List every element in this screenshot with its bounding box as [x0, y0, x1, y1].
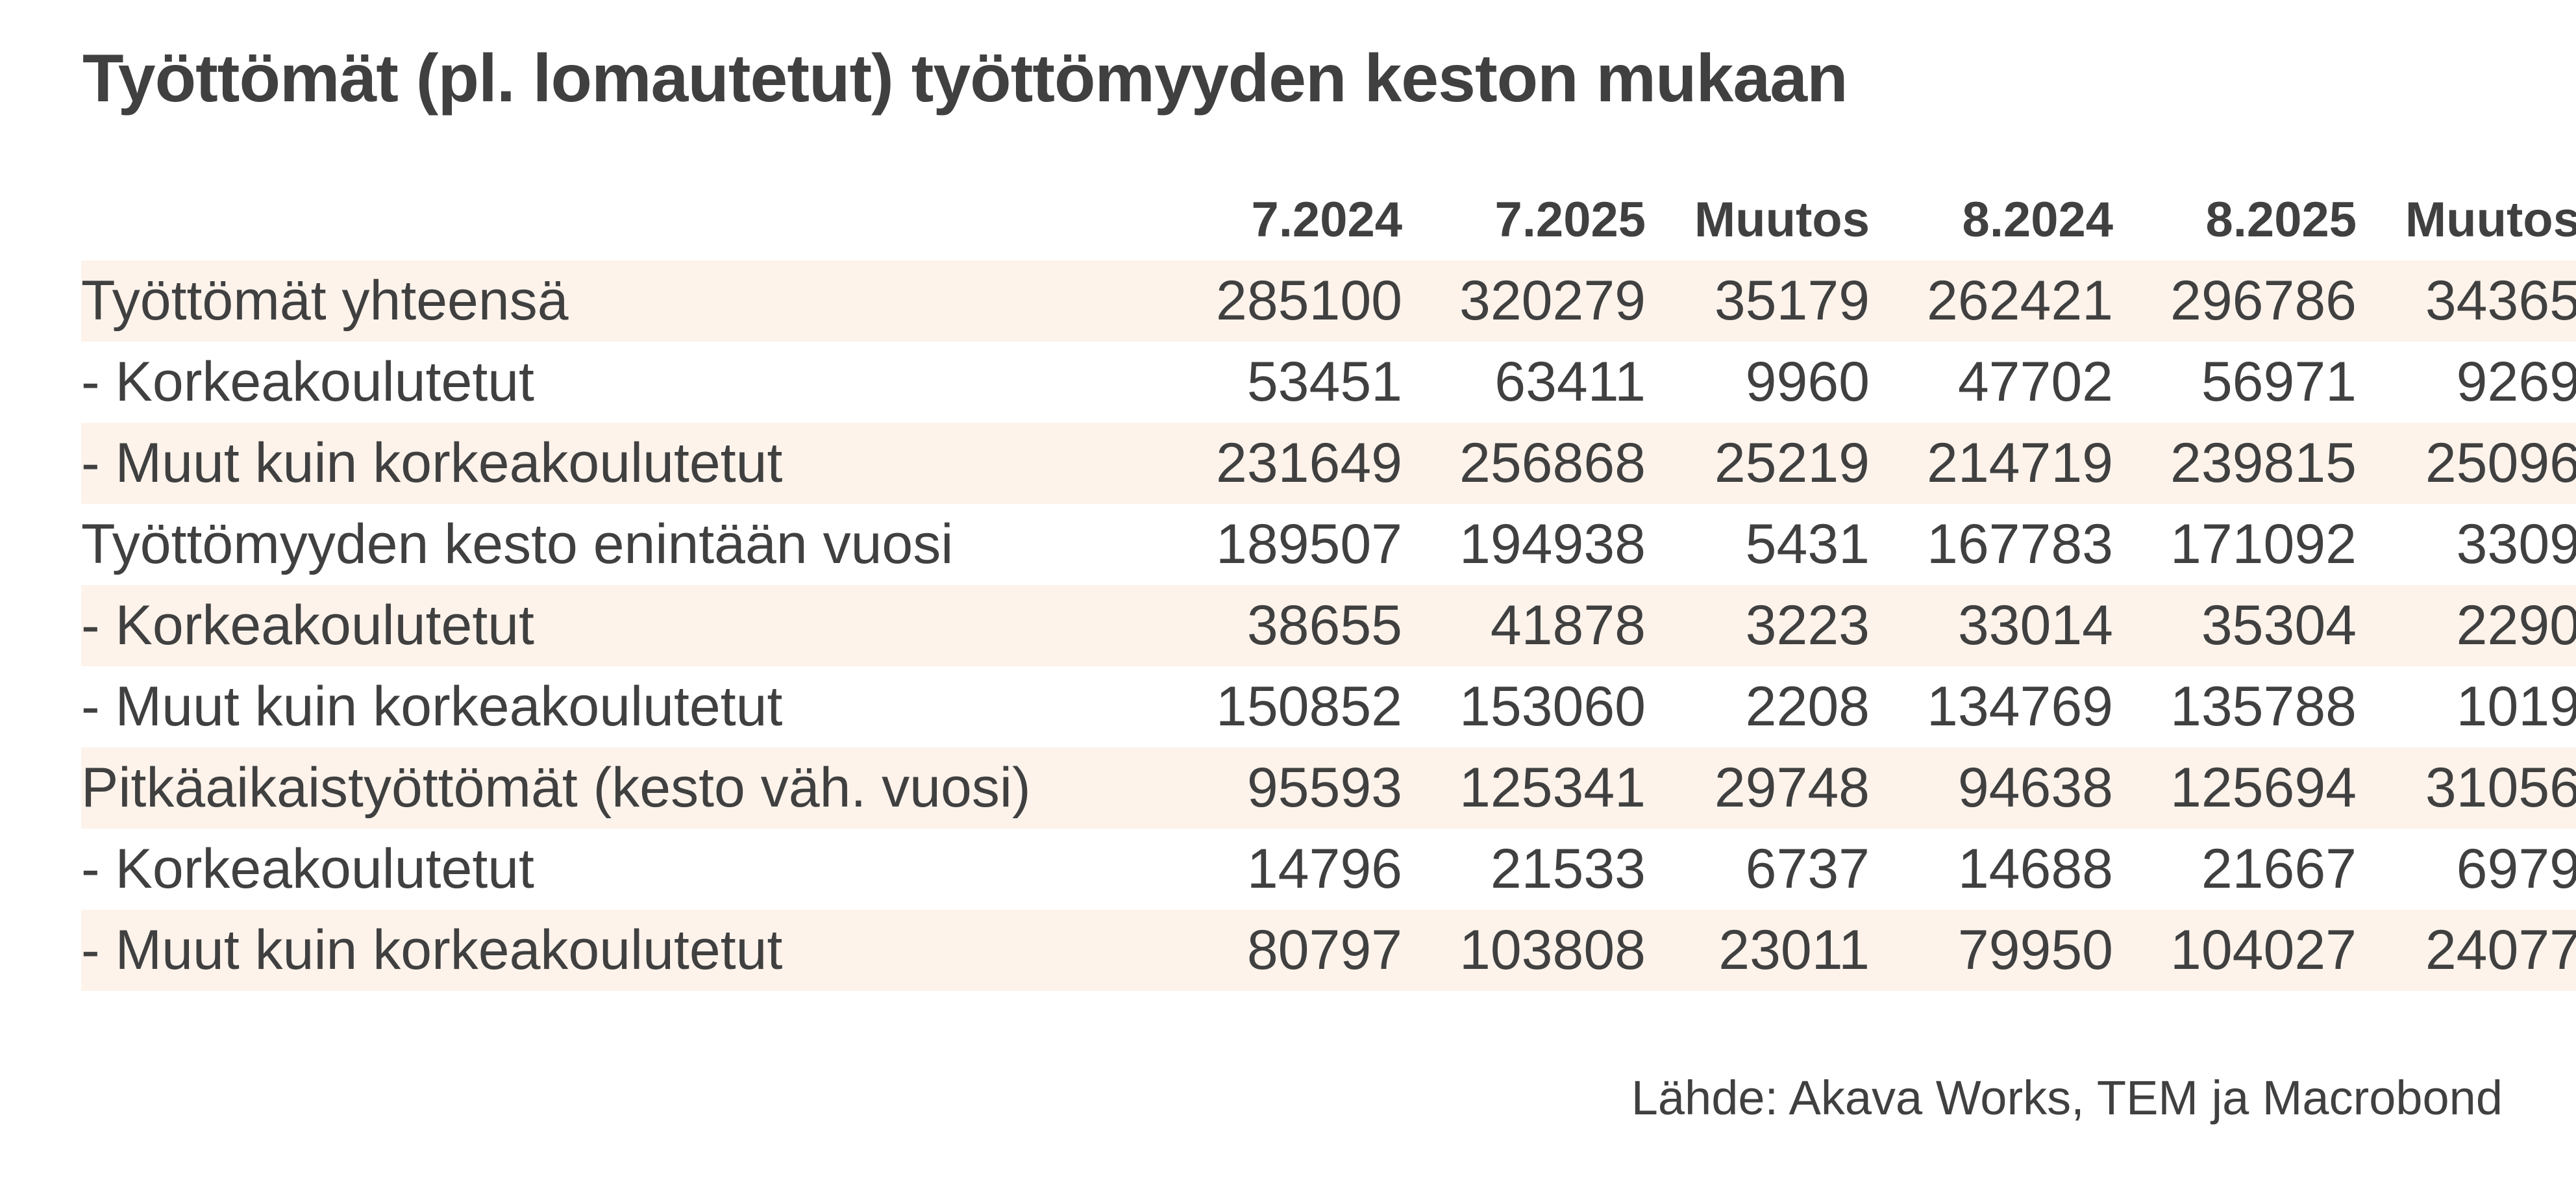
table-cell: 6979 [2456, 838, 2576, 900]
table-cell: 125694 [2113, 747, 2357, 829]
data-table: 7.2024 7.2025 Muutos 8.2024 8.2025 Muuto… [81, 179, 2576, 991]
header-row: 7.2024 7.2025 Muutos 8.2024 8.2025 Muuto… [81, 179, 2576, 260]
table-cell: 103808 [1402, 910, 1646, 991]
row-label: - Muut kuin korkeakoulutetut [81, 675, 783, 738]
column-header: Muutos [1694, 192, 1870, 247]
table-cell: 63411 [1494, 351, 1646, 413]
table-cell: 9269 [2456, 351, 2576, 413]
table-row: Työttömyyden kesto enintään vuosi 189507… [81, 504, 2576, 585]
table-cell: 296786 [2113, 260, 2357, 342]
table-cell: 29748 [1646, 747, 1870, 829]
table-cell: 25096 [2357, 423, 2576, 504]
table-cell: 5431 [1745, 513, 1870, 575]
table-cell: 194938 [1459, 513, 1646, 575]
table-cell: 14688 [1957, 838, 2113, 900]
table-cell: 214719 [1870, 423, 2113, 504]
table-cell: 31056 [2357, 747, 2576, 829]
row-label: Työttömyyden kesto enintään vuosi [81, 513, 954, 575]
row-label: - Korkeakoulutetut [81, 351, 534, 413]
table-cell: 41878 [1402, 585, 1646, 666]
table-cell: 3309 [2456, 513, 2576, 575]
table-cell: 262421 [1870, 260, 2113, 342]
column-header: 7.2025 [1494, 192, 1646, 247]
table-cell: 21533 [1490, 838, 1646, 900]
table-cell: 2290 [2357, 585, 2576, 666]
table-row: Työttömät yhteensä 285100 320279 35179 2… [81, 260, 2576, 342]
table-cell: 1019 [2456, 675, 2576, 738]
table-cell: 25219 [1646, 423, 1870, 504]
table-cell: 167783 [1927, 513, 2113, 575]
table-cell: 171092 [2170, 513, 2357, 575]
table-cell: 94638 [1870, 747, 2113, 829]
table-row: - Korkeakoulutetut 38655 41878 3223 3301… [81, 585, 2576, 666]
table-cell: 34365 [2357, 260, 2576, 342]
table-row: Pitkäaikaistyöttömät (kesto väh. vuosi) … [81, 747, 2576, 829]
column-header: Muutos [2405, 192, 2576, 247]
table-cell: 21667 [2201, 838, 2357, 900]
table-cell: 95593 [1110, 747, 1402, 829]
row-label: Työttömät yhteensä [81, 260, 1110, 342]
row-label: - Korkeakoulutetut [81, 585, 1110, 666]
table-cell: 150852 [1216, 675, 1402, 738]
table-cell: 239815 [2113, 423, 2357, 504]
table-cell: 33014 [1870, 585, 2113, 666]
column-header [81, 179, 1110, 260]
table-row: - Muut kuin korkeakoulutetut 231649 2568… [81, 423, 2576, 504]
table-cell: 135788 [2170, 675, 2357, 738]
column-header: 8.2024 [1962, 192, 2113, 247]
table-cell: 134769 [1927, 675, 2113, 738]
table-cell: 14796 [1246, 838, 1402, 900]
table-cell: 285100 [1110, 260, 1402, 342]
table-cell: 35179 [1646, 260, 1870, 342]
table-cell: 125341 [1402, 747, 1646, 829]
table-row: - Muut kuin korkeakoulutetut 150852 1530… [81, 666, 2576, 747]
table-cell: 23011 [1646, 910, 1870, 991]
row-label: - Korkeakoulutetut [81, 838, 534, 900]
table-row: - Korkeakoulutetut 14796 21533 6737 1468… [81, 829, 2576, 910]
column-header: 8.2025 [2205, 192, 2357, 247]
table-cell: 231649 [1110, 423, 1402, 504]
table-cell: 80797 [1110, 910, 1402, 991]
column-header: 7.2024 [1251, 192, 1402, 247]
row-label: - Muut kuin korkeakoulutetut [81, 910, 1110, 991]
table-cell: 153060 [1459, 675, 1646, 738]
table-cell: 2208 [1745, 675, 1870, 738]
table-cell: 9960 [1745, 351, 1870, 413]
table-cell: 189507 [1216, 513, 1402, 575]
row-label: - Muut kuin korkeakoulutetut [81, 423, 1110, 504]
chart-title: Työttömät (pl. lomautetut) työttömyyden … [82, 41, 1848, 116]
table-cell: 6737 [1745, 838, 1870, 900]
table-row: - Korkeakoulutetut 53451 63411 9960 4770… [81, 342, 2576, 423]
table-cell: 24077 [2357, 910, 2576, 991]
table-cell: 38655 [1110, 585, 1402, 666]
table-row: - Muut kuin korkeakoulutetut 80797 10380… [81, 910, 2576, 991]
table-cell: 256868 [1402, 423, 1646, 504]
table-cell: 53451 [1246, 351, 1402, 413]
table-cell: 79950 [1870, 910, 2113, 991]
row-label: Pitkäaikaistyöttömät (kesto väh. vuosi) [81, 747, 1110, 829]
table-cell: 56971 [2201, 351, 2357, 413]
table-cell: 3223 [1646, 585, 1870, 666]
table-cell: 35304 [2113, 585, 2357, 666]
source-note: Lähde: Akava Works, TEM ja Macrobond [1631, 1071, 2503, 1125]
table-cell: 47702 [1957, 351, 2113, 413]
table-cell: 104027 [2113, 910, 2357, 991]
table-cell: 320279 [1402, 260, 1646, 342]
